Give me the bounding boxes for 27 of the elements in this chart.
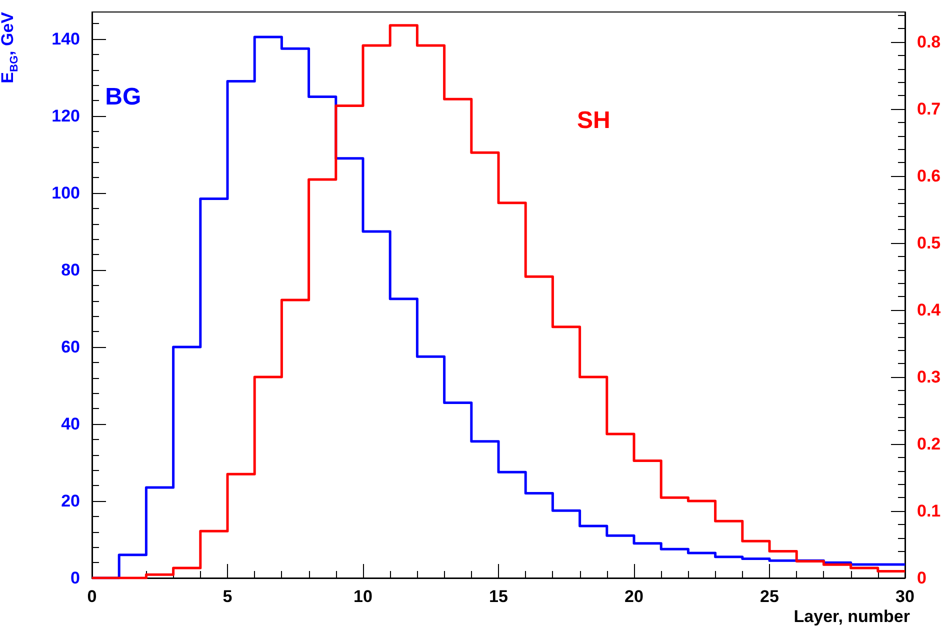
y-tick-label: 140 (52, 29, 80, 48)
x-tick-label: 0 (87, 587, 97, 606)
y2-tick-label: 0.2 (917, 434, 941, 454)
y-tick-label: 60 (61, 337, 80, 356)
text: SH (576, 106, 610, 134)
y-tick-label: 40 (61, 414, 80, 434)
y2-tick-label: 0.1 (917, 502, 941, 521)
x-tick-label: 15 (489, 587, 508, 606)
x-tick-label: 30 (896, 587, 914, 606)
y2-tick-label: 0.7 (917, 100, 941, 119)
x-axis-title: Layer, number (794, 607, 910, 627)
y-tick-label: 120 (52, 106, 80, 126)
y-tick-label: 100 (52, 183, 80, 202)
x-tick-label: 10 (354, 587, 372, 606)
text: BG (105, 84, 142, 111)
x-tick-label: 25 (760, 587, 779, 606)
y2-tick-label: 0.3 (917, 368, 941, 387)
y-tick-label: 0 (70, 568, 80, 588)
y2-tick-label: 0.5 (917, 234, 941, 253)
y-tick-label: 20 (61, 491, 80, 510)
x-tick-label: 5 (222, 587, 232, 606)
y-tick-label: 80 (61, 260, 80, 280)
y2-tick-label: 0.8 (917, 32, 941, 52)
y2-tick-label: 0 (917, 568, 926, 588)
x-tick-label: 20 (624, 587, 644, 606)
y2-tick-label: 0.6 (917, 166, 941, 186)
y2-tick-label: 0.4 (917, 300, 942, 320)
